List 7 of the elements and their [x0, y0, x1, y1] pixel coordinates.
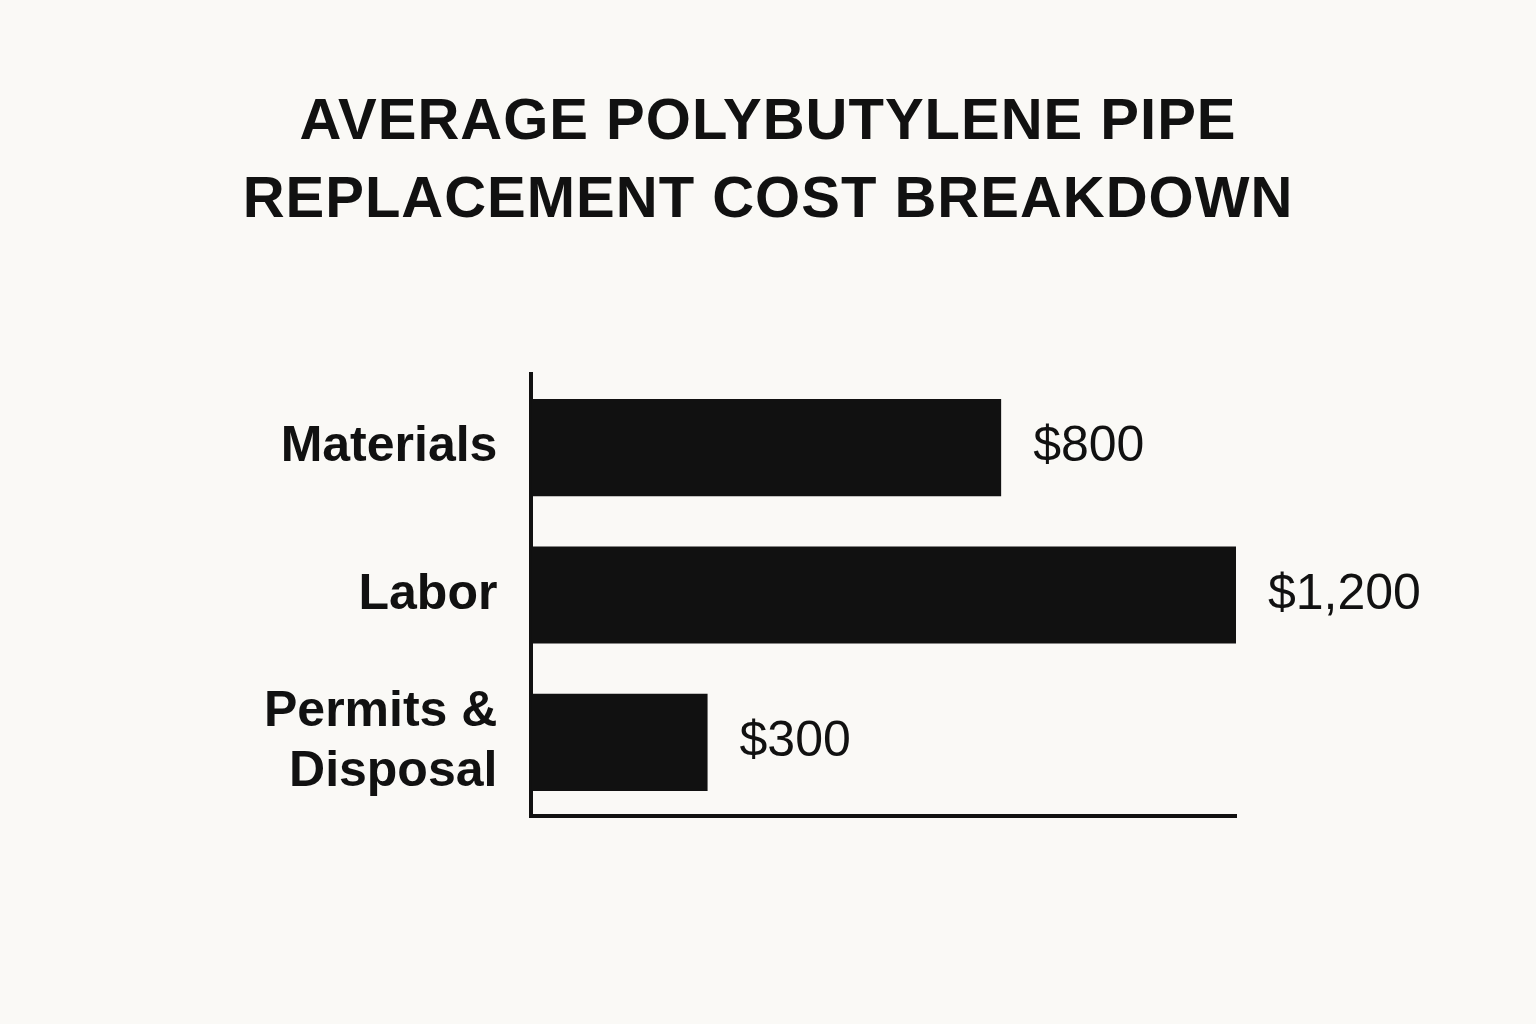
y-tick-label: Materials [280, 416, 498, 473]
data-label: $1,200 [1268, 563, 1421, 620]
data-label: $800 [1033, 416, 1145, 473]
data-label: $300 [739, 711, 851, 768]
y-tick-label: Permits & Disposal [263, 681, 498, 798]
y-tick-label: Labor [358, 563, 498, 620]
chart-title: AVERAGE POLYBUTYLENE PIPE REPLACEMENT COST BREAKDOWN [241, 85, 1295, 231]
